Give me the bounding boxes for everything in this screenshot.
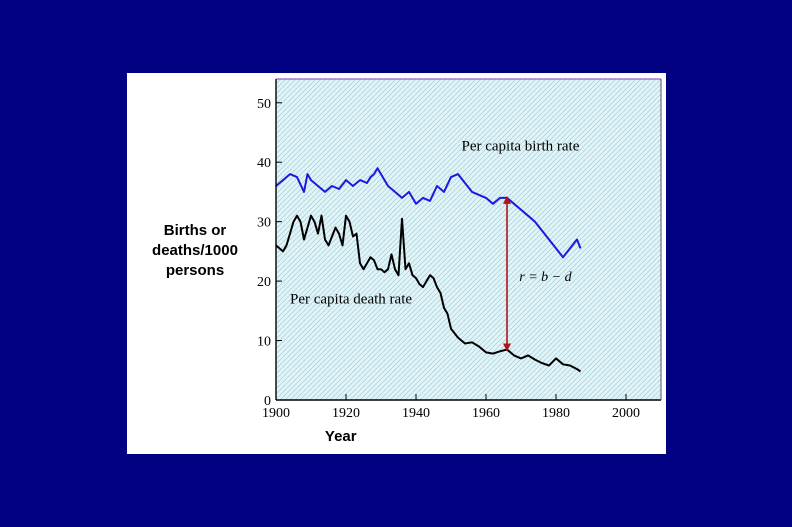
- rate-difference-label: r = b − d: [519, 270, 572, 285]
- y-tick-label: 30: [257, 216, 271, 231]
- y-tick-label: 0: [264, 394, 271, 409]
- y-axis-label-line-3: persons: [165, 262, 225, 279]
- x-tick-label: 1960: [472, 406, 500, 421]
- y-tick-label: 20: [257, 275, 271, 290]
- birth-rate-line: [275, 167, 582, 259]
- birth-rate-label: Per capita birth rate: [462, 138, 580, 154]
- y-axis-label-line-1: Births or: [163, 222, 227, 239]
- x-tick-label: 1980: [542, 406, 570, 421]
- x-tick-label: 1900: [262, 406, 290, 421]
- y-axis-label-line-2: deaths/1000: [152, 242, 238, 259]
- plot-area: [276, 79, 661, 400]
- figure-panel: Births or deaths/1000 persons 0 10 20 30 40 5…: [127, 73, 666, 454]
- y-tick-label: 10: [257, 335, 271, 350]
- y-tick-label: 50: [257, 97, 271, 112]
- chart: 0 10 20 30 40 50 1900 1920 1940 1960 1980 2000 Year…: [257, 78, 662, 445]
- x-tick-label: 2000: [612, 406, 640, 421]
- death-rate-label: Per capita death rate: [290, 292, 412, 308]
- x-axis-label: Year: [325, 428, 357, 445]
- y-tick-label: 40: [257, 156, 271, 171]
- x-tick-label: 1940: [402, 406, 430, 421]
- x-tick-label: 1920: [332, 406, 360, 421]
- y-axis-label: Births or deaths/1000 persons: [127, 221, 263, 281]
